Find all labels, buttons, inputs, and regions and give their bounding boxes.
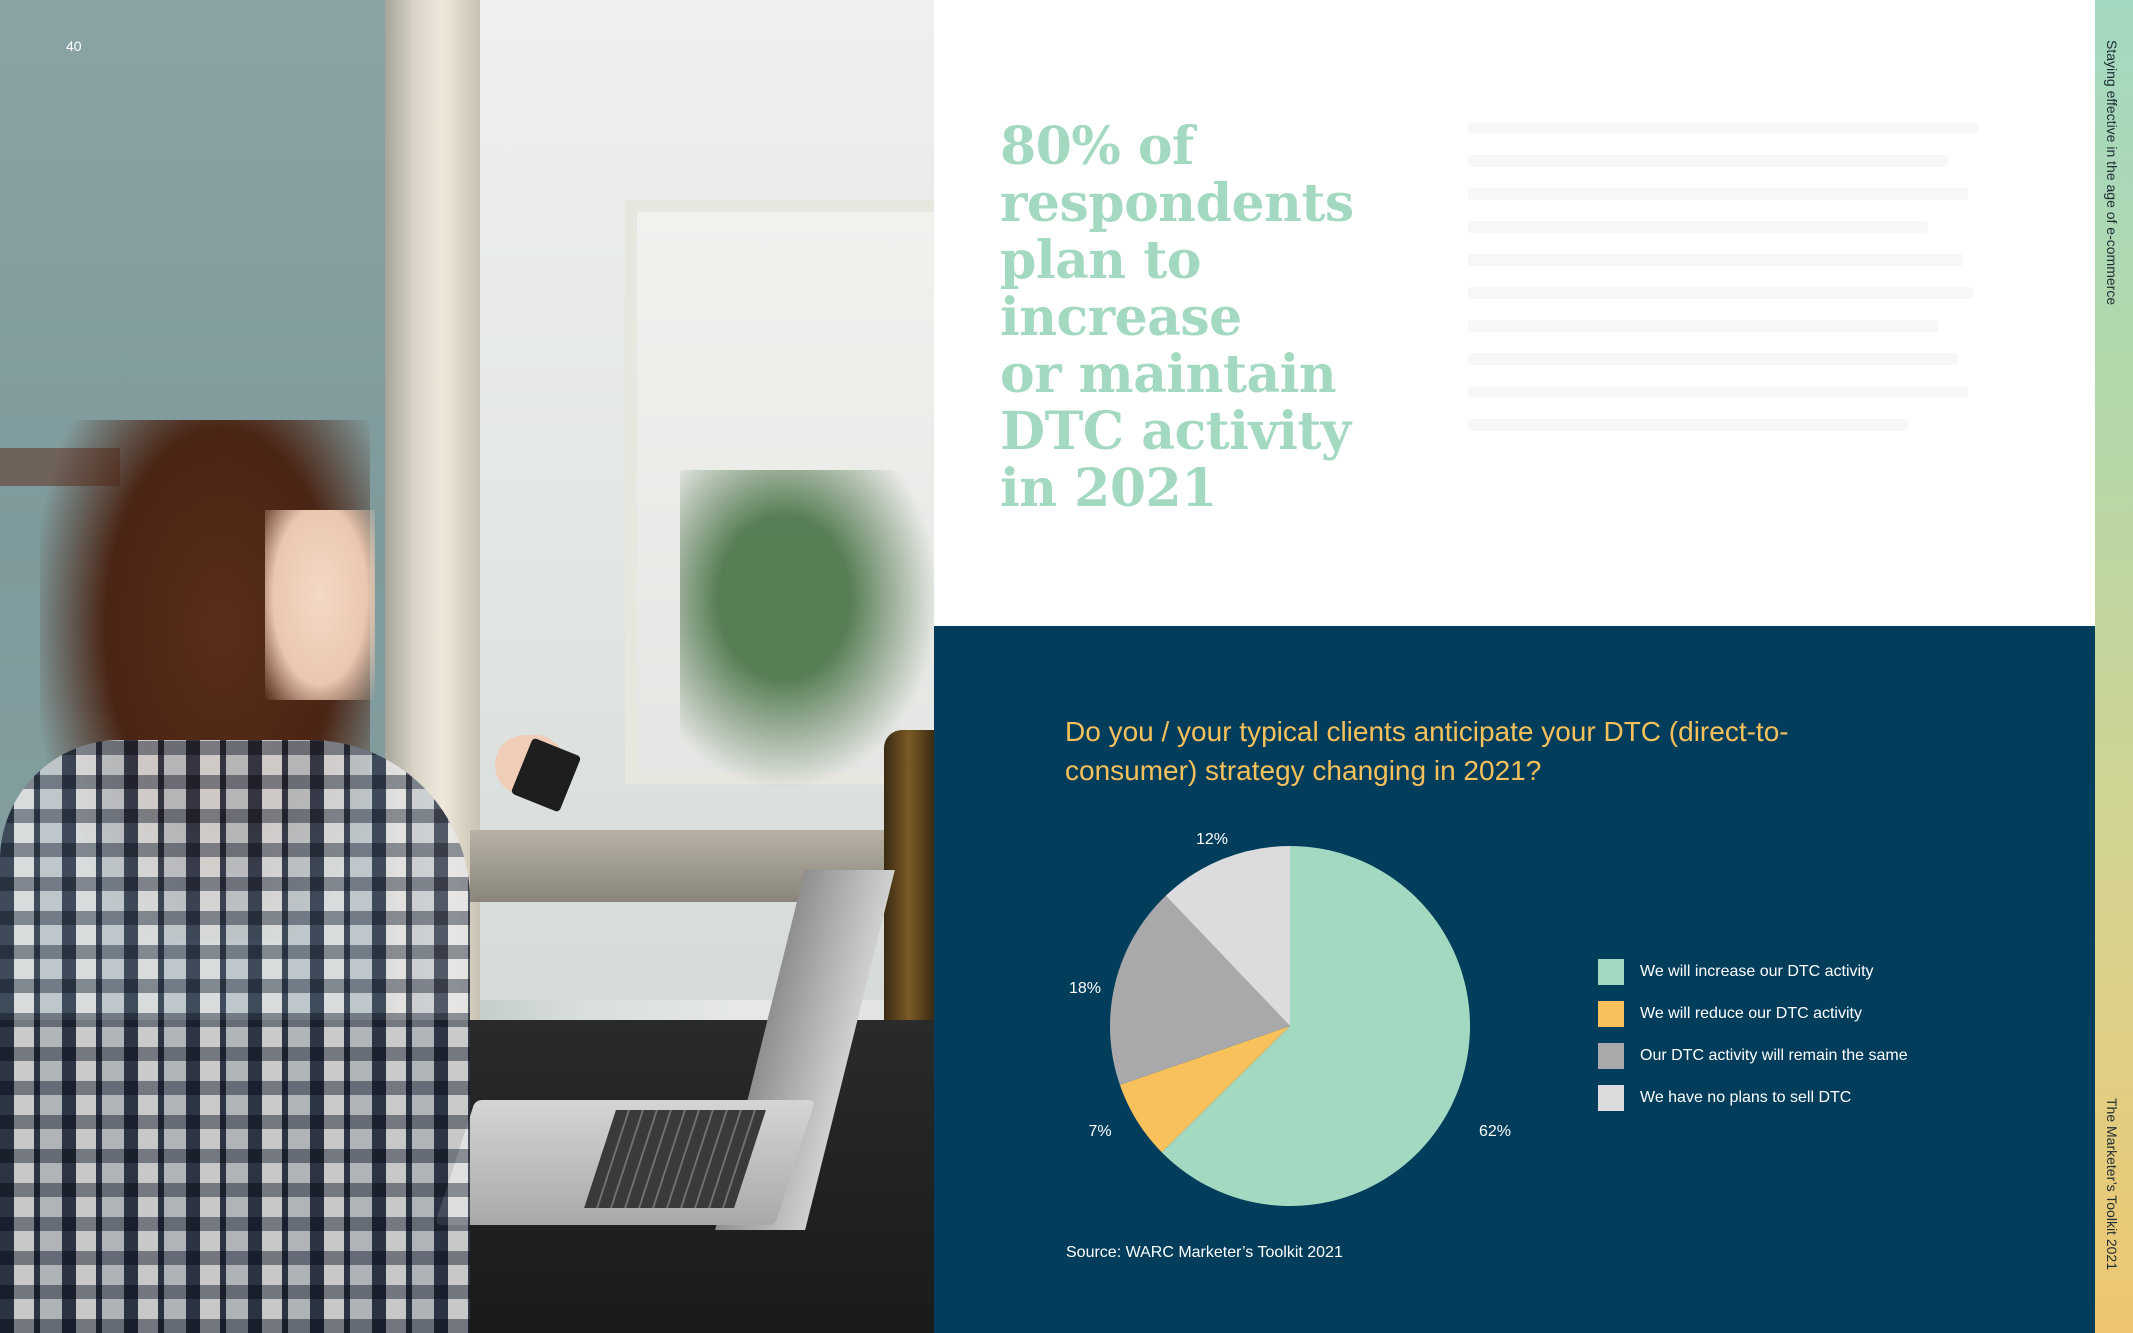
legend-item: Our DTC activity will remain the same <box>1598 1042 1908 1069</box>
legend-swatch <box>1598 958 1624 985</box>
headline-line: 80% of <box>1000 116 1194 177</box>
legend-swatch <box>1598 1042 1624 1069</box>
chart-source: Source: WARC Marketer’s Toolkit 2021 <box>1066 1244 1343 1261</box>
chart-legend: We will increase our DTC activity We wil… <box>1598 958 1908 1126</box>
legend-swatch <box>1598 1084 1624 1111</box>
faded-body-text <box>1468 122 1988 452</box>
photo-face <box>265 510 375 700</box>
side-label-top: Staying effective in the age of e-commer… <box>2104 40 2120 306</box>
photo-shirt <box>0 740 470 1333</box>
side-stripe <box>2095 0 2133 1333</box>
legend-label: We will reduce our DTC activity <box>1640 1004 1862 1022</box>
pie-value-label: 18% <box>1069 980 1101 997</box>
headline: 80% of respondents plan to increase or m… <box>1000 118 1420 517</box>
legend-item: We will reduce our DTC activity <box>1598 1000 1908 1027</box>
pie-value-label: 7% <box>1088 1123 1111 1140</box>
headline-line: DTC activity <box>1000 401 1351 462</box>
legend-item: We have no plans to sell DTC <box>1598 1084 1908 1111</box>
headline-line: respondents <box>1000 173 1354 234</box>
headline-line: plan to increase <box>1000 230 1242 348</box>
legend-label: We have no plans to sell DTC <box>1640 1088 1852 1106</box>
photo-keyboard <box>584 1110 766 1208</box>
legend-item: We will increase our DTC activity <box>1598 958 1908 985</box>
side-label-bottom: The Marketer’s Toolkit 2021 <box>2104 1098 2120 1270</box>
pie-slice <box>1110 895 1290 1085</box>
legend-swatch <box>1598 1000 1624 1027</box>
pie-value-label: 12% <box>1196 831 1228 848</box>
pie-slice <box>1161 846 1471 1206</box>
photo-bottle <box>884 730 934 1065</box>
pie-slice <box>1119 1026 1290 1153</box>
hero-photo <box>0 0 934 1333</box>
chart-question: Do you / your typical clients anticipate… <box>1065 716 1789 786</box>
legend-label: Our DTC activity will remain the same <box>1640 1046 1908 1064</box>
pie-slice <box>1165 846 1290 1026</box>
headline-line: or maintain <box>1000 344 1337 405</box>
pie-value-label: 62% <box>1479 1123 1511 1140</box>
legend-label: We will increase our DTC activity <box>1640 962 1874 980</box>
pie-chart: 62% 7% 18% 12% <box>1069 831 1511 1206</box>
page-number: 40 <box>66 38 82 54</box>
headline-line: in 2021 <box>1000 458 1217 519</box>
